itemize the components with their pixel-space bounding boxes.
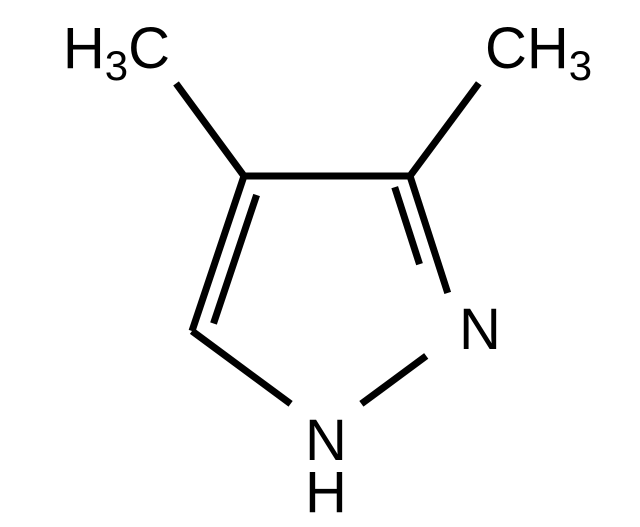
bond bbox=[410, 83, 479, 176]
bond bbox=[176, 83, 244, 176]
atom-label: CH3 bbox=[485, 16, 592, 89]
chemical-structure: NNHCH3H3C bbox=[0, 0, 640, 527]
bond-inner bbox=[214, 195, 257, 323]
bond bbox=[410, 176, 448, 293]
bond bbox=[361, 356, 426, 404]
bond bbox=[192, 331, 291, 404]
atom-label: N bbox=[459, 297, 501, 362]
atom-label: H3C bbox=[63, 16, 170, 89]
atom-label-h: H bbox=[305, 460, 347, 525]
